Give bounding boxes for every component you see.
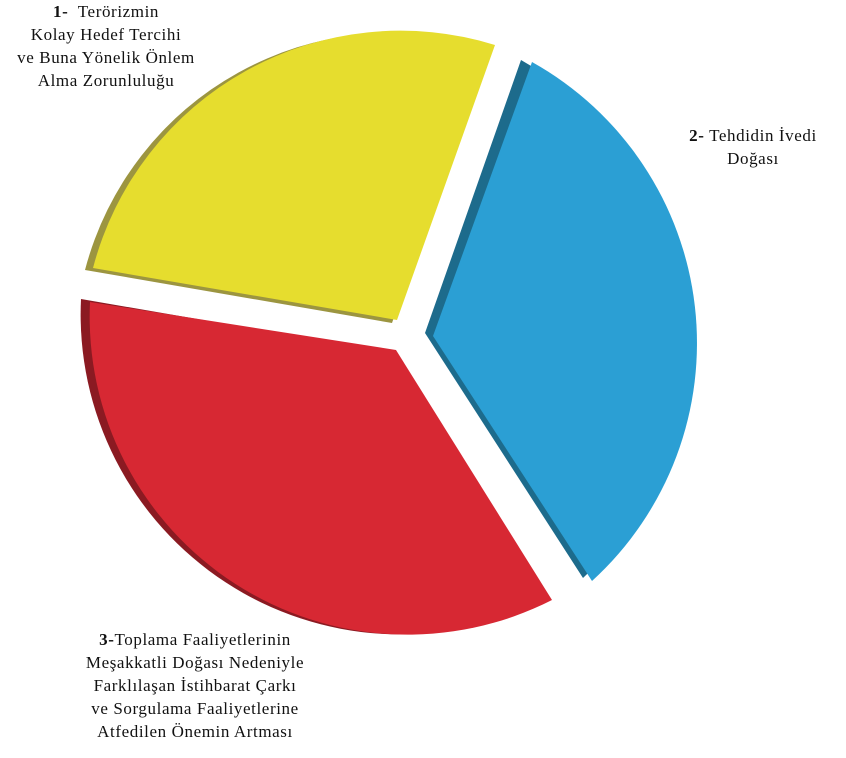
segment-3-label-line: ve Sorgulama Faaliyetlerine bbox=[91, 699, 299, 718]
segment-3-slice bbox=[80, 299, 552, 635]
segment-3-label-line: Farklılaşan İstihbarat Çarkı bbox=[93, 676, 297, 695]
segment-3-number: 3- bbox=[99, 630, 115, 649]
segment-2-face bbox=[433, 62, 697, 581]
segment-3-label-line: Atfedilen Önemin Artması bbox=[97, 722, 293, 741]
segment-1-face bbox=[93, 30, 495, 321]
segment-3-label-line: Meşakkatli Doğası Nedeniyle bbox=[85, 653, 305, 672]
segment-1-label-line: ve Buna Yönelik Önlem bbox=[17, 48, 195, 67]
segment-2-label-line: 2- Tehdidin İvedi bbox=[689, 126, 817, 145]
segment-3-label-line: 3-Toplama Faaliyetlerinin bbox=[99, 630, 291, 649]
segment-1-label: 1- Terörizmin Kolay Hedef Tercihi ve Bun… bbox=[0, 0, 212, 92]
segment-1-label-line: Alma Zorunluluğu bbox=[37, 71, 175, 90]
segment-2-number: 2- bbox=[689, 126, 705, 145]
segment-2-label-line: Doğası bbox=[727, 149, 779, 168]
segment-2-slice bbox=[425, 60, 697, 581]
segment-1-number: 1- bbox=[52, 2, 69, 21]
segment-1-label-line: Kolay Hedef Tercihi bbox=[30, 25, 182, 44]
segment-2-label: 2- Tehdidin İvedi Doğası bbox=[668, 124, 838, 170]
segment-3-label: 3-Toplama Faaliyetlerinin Meşakkatli Doğ… bbox=[50, 628, 340, 743]
segment-1-label-line: 1- Terörizmin bbox=[52, 2, 160, 21]
segment-3-face bbox=[89, 302, 552, 635]
segment-1-slice bbox=[85, 30, 495, 323]
